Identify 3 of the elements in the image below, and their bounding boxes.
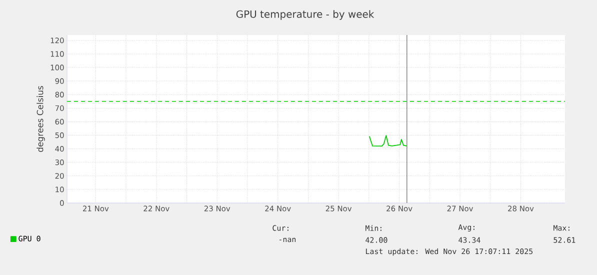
- line-series: [368, 135, 408, 147]
- y-axis-title: degrees Celsius: [36, 86, 45, 152]
- chart-title: GPU temperature - by week: [236, 10, 374, 20]
